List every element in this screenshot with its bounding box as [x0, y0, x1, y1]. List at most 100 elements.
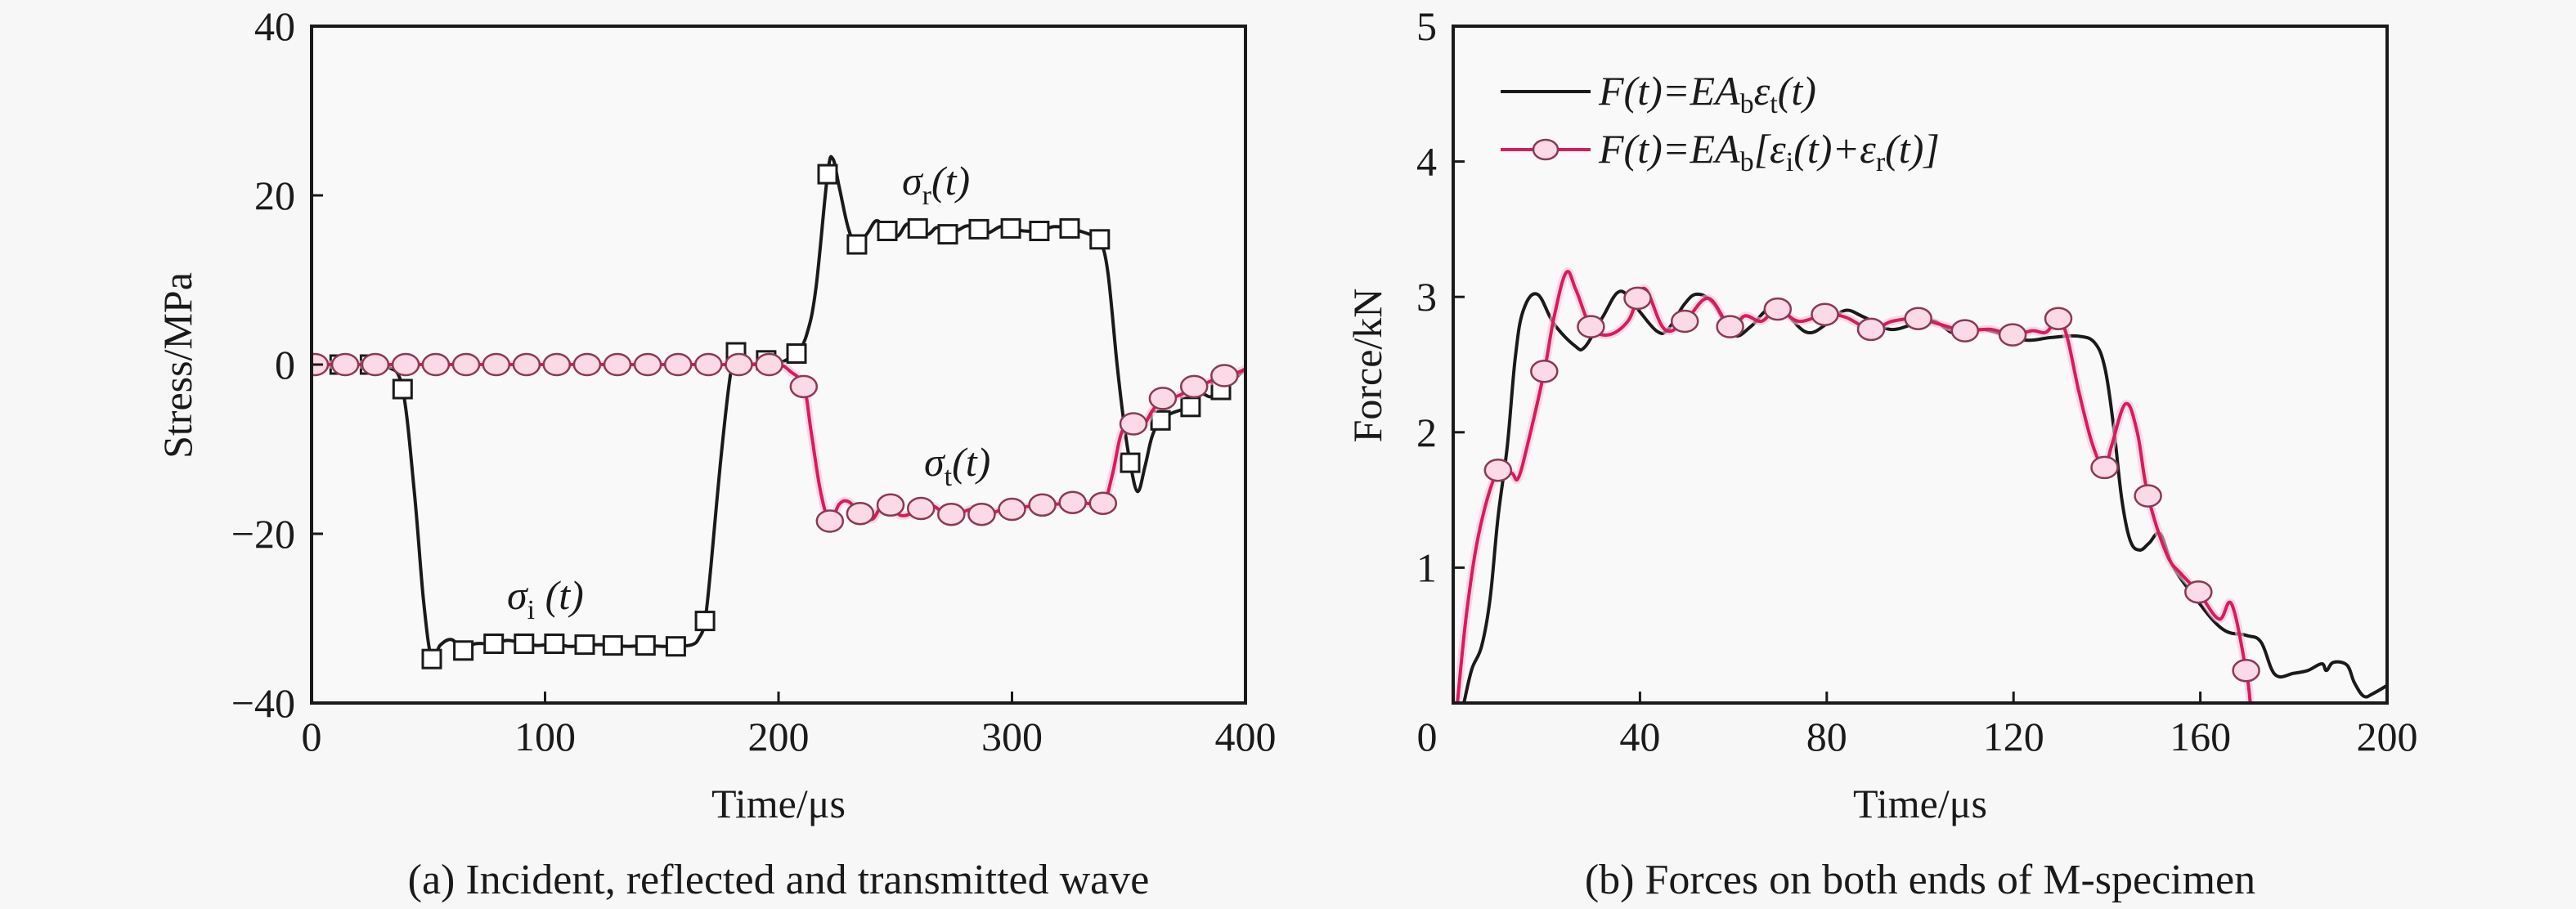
- x-axis-label-a: Time/μs: [711, 781, 846, 826]
- series-line: [1456, 270, 2252, 703]
- data-point-circle: [725, 352, 753, 377]
- data-point-square: [635, 635, 656, 656]
- legend-black-pre: F(t)=EA: [1598, 68, 1740, 114]
- data-point-square: [877, 221, 898, 241]
- data-point-circle: [846, 501, 875, 526]
- y-tick-label: 20: [254, 172, 295, 218]
- data-point-circle: [937, 502, 966, 526]
- data-point-square: [968, 218, 990, 240]
- legend-pink-post: (t)]: [1885, 126, 1940, 172]
- data-point-circle: [1483, 458, 1513, 482]
- y-tick-label: −40: [231, 680, 295, 726]
- data-point-circle: [2184, 580, 2213, 604]
- data-point-circle: [1028, 493, 1057, 517]
- data-point-circle: [451, 352, 481, 377]
- y-tick-label: 40: [254, 3, 295, 49]
- ticks-a: 0 100 200 300 400 −40 −20 0 20 40: [231, 3, 1277, 759]
- data-point-circle: [1623, 286, 1652, 311]
- data-point-circle: [633, 352, 662, 377]
- y-axis-label-a: Stress/MPa: [155, 272, 200, 459]
- data-point-square: [817, 163, 838, 185]
- x-tick-label: 120: [1983, 714, 2044, 759]
- legend-pink-sub3: r: [1876, 147, 1886, 177]
- data-point-square: [1180, 396, 1201, 418]
- data-point-circle: [1530, 360, 1559, 383]
- y-tick-label: −20: [231, 511, 295, 557]
- label-sigma-t-arg: (t): [952, 439, 990, 485]
- x-axis-label-b: Time/μs: [1853, 781, 1987, 826]
- data-point-square: [1089, 229, 1111, 250]
- label-sigma-r-symbol: σ: [902, 158, 924, 204]
- data-point-circle: [663, 352, 693, 377]
- label-sigma-t: σt(t): [924, 439, 990, 492]
- plot-area-b: [1453, 26, 2387, 703]
- chart-panel-a: 0 100 200 300 400 −40 −20 0 20 40 Stress/MPa Time…: [155, 3, 1277, 903]
- y-tick-label: 5: [1416, 3, 1437, 49]
- legend-black-post: (t): [1778, 68, 1816, 114]
- data-point-circle: [1670, 309, 1699, 334]
- data-point-circle: [542, 352, 572, 377]
- data-point-circle: [1904, 307, 1932, 330]
- label-sigma-i: σi (t): [507, 572, 584, 625]
- data-point-circle: [1763, 297, 1793, 321]
- chart-panel-b: 0 40 80 120 160 200 1 2 3 4 5 Force/kN Time/μs (b)…: [1344, 3, 2418, 903]
- data-point-square: [937, 224, 958, 245]
- data-point-circle: [1998, 323, 2027, 347]
- data-point-square: [694, 611, 716, 632]
- label-sigma-i-sub: i: [527, 595, 535, 625]
- data-point-circle: [482, 352, 511, 377]
- data-point-circle: [421, 352, 451, 377]
- legend-item-pink: F(t)=EAb[εi(t)+εr(t)]: [1501, 126, 1940, 177]
- data-point-square: [421, 648, 442, 669]
- caption-a: (a) Incident, reflected and transmitted …: [408, 857, 1150, 903]
- series-a-1: [312, 352, 1245, 533]
- legend-black-mid: ε: [1754, 68, 1770, 114]
- legend-black-sub1: b: [1740, 89, 1754, 119]
- legend-black-sub2: t: [1770, 89, 1778, 119]
- data-point-square: [665, 636, 686, 657]
- x-tick-label: 80: [1806, 714, 1847, 759]
- y-tick-label: 0: [275, 342, 295, 387]
- data-point-circle: [1716, 315, 1744, 338]
- data-point-square: [514, 634, 535, 654]
- x-tick-label: 200: [748, 714, 810, 759]
- data-point-circle: [391, 352, 420, 377]
- label-sigma-i-arg: (t): [535, 572, 584, 618]
- y-tick-label: 1: [1416, 544, 1437, 590]
- data-point-circle: [906, 496, 936, 521]
- x-tick-label: 0: [302, 714, 322, 759]
- data-point-circle: [1950, 319, 1980, 343]
- data-point-square: [846, 234, 868, 255]
- y-tick-label: 4: [1416, 139, 1437, 185]
- label-sigma-t-symbol: σ: [924, 439, 946, 485]
- data-point-circle: [603, 352, 632, 377]
- series-layer-b: [1453, 267, 2387, 703]
- data-point-circle: [2232, 659, 2260, 683]
- y-tick-label: 2: [1416, 410, 1437, 455]
- data-point-circle: [1856, 317, 1886, 342]
- legend-pink-sub1: b: [1740, 147, 1754, 177]
- data-point-square: [1000, 217, 1021, 239]
- data-point-circle: [815, 509, 845, 533]
- data-point-circle: [361, 352, 390, 377]
- data-point-square: [574, 634, 595, 656]
- x-tick-label: 100: [514, 714, 576, 759]
- label-sigma-t-sub: t: [945, 462, 953, 492]
- data-point-square: [907, 217, 928, 239]
- data-point-square: [602, 635, 623, 656]
- label-sigma-r-sub: r: [922, 181, 932, 211]
- data-point-square: [453, 640, 474, 661]
- label-sigma-r: σr(t): [902, 158, 970, 211]
- x-tick-label: 200: [2357, 714, 2418, 759]
- data-point-circle: [572, 352, 602, 377]
- data-point-circle: [1577, 315, 1605, 338]
- data-point-circle: [694, 352, 723, 377]
- x-tick-label: 300: [981, 714, 1043, 759]
- legend-pink-pre: F(t)=EA: [1598, 126, 1740, 172]
- y-axis-label-b: Force/kN: [1344, 289, 1390, 443]
- ticks-b: 0 40 80 120 160 200 1 2 3 4 5: [1416, 3, 2418, 759]
- data-point-square: [483, 634, 505, 654]
- data-point-circle: [876, 493, 905, 517]
- data-point-circle: [1148, 387, 1178, 410]
